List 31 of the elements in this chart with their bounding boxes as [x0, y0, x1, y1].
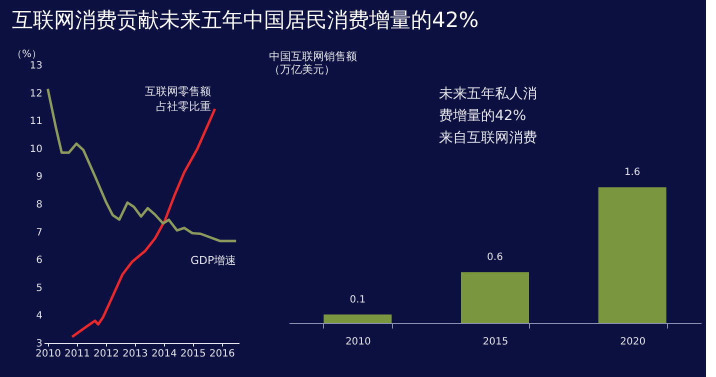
x-tick-label: 2020	[620, 336, 646, 348]
x-tick-label: 2015	[180, 348, 206, 360]
data-label: 0.1	[350, 294, 366, 306]
x-tick-label: 2016	[209, 348, 235, 360]
y-tick-label: 5	[36, 282, 42, 294]
y-tick-label: 8	[36, 200, 42, 210]
y-tick-label: 7	[36, 227, 42, 238]
line-series	[46, 88, 238, 242]
x-tick-label: 2011	[64, 348, 90, 360]
x-tick-label: 2010	[345, 336, 371, 348]
y-tick-label: 11	[30, 116, 42, 128]
chart-title: 互联网消费贡献未来五年中国居民消费增量的42%	[12, 8, 479, 32]
x-tick-label: 2013	[122, 348, 148, 360]
y-tick-label: 4	[36, 310, 42, 322]
y-tick-label: 10	[30, 144, 42, 155]
y-tick-label: 13	[30, 60, 42, 72]
data-label: 0.6	[487, 252, 503, 264]
x-tick-label: 2012	[93, 348, 119, 360]
y-tick-label: 9	[36, 172, 42, 183]
text: 未来五年私人消费增量的42%来自互联网消费	[439, 86, 537, 146]
x-tick-label: 2015	[482, 336, 508, 348]
y-tick-label: 3	[36, 338, 42, 350]
data-label: 1.6	[624, 167, 640, 178]
series-label: GDP增速	[190, 254, 236, 267]
chart-title: 中国互联网销售额（万亿美元）	[269, 50, 357, 76]
series-label: 互联网零售额占社零比重	[144, 84, 211, 113]
y-tick-label: 6	[36, 255, 42, 266]
y-tick-label: 12	[30, 88, 42, 100]
x-tick-label: 2014	[151, 348, 177, 360]
y-axis-title: （%）	[12, 49, 42, 60]
x-tick-label: 2010	[36, 348, 61, 360]
